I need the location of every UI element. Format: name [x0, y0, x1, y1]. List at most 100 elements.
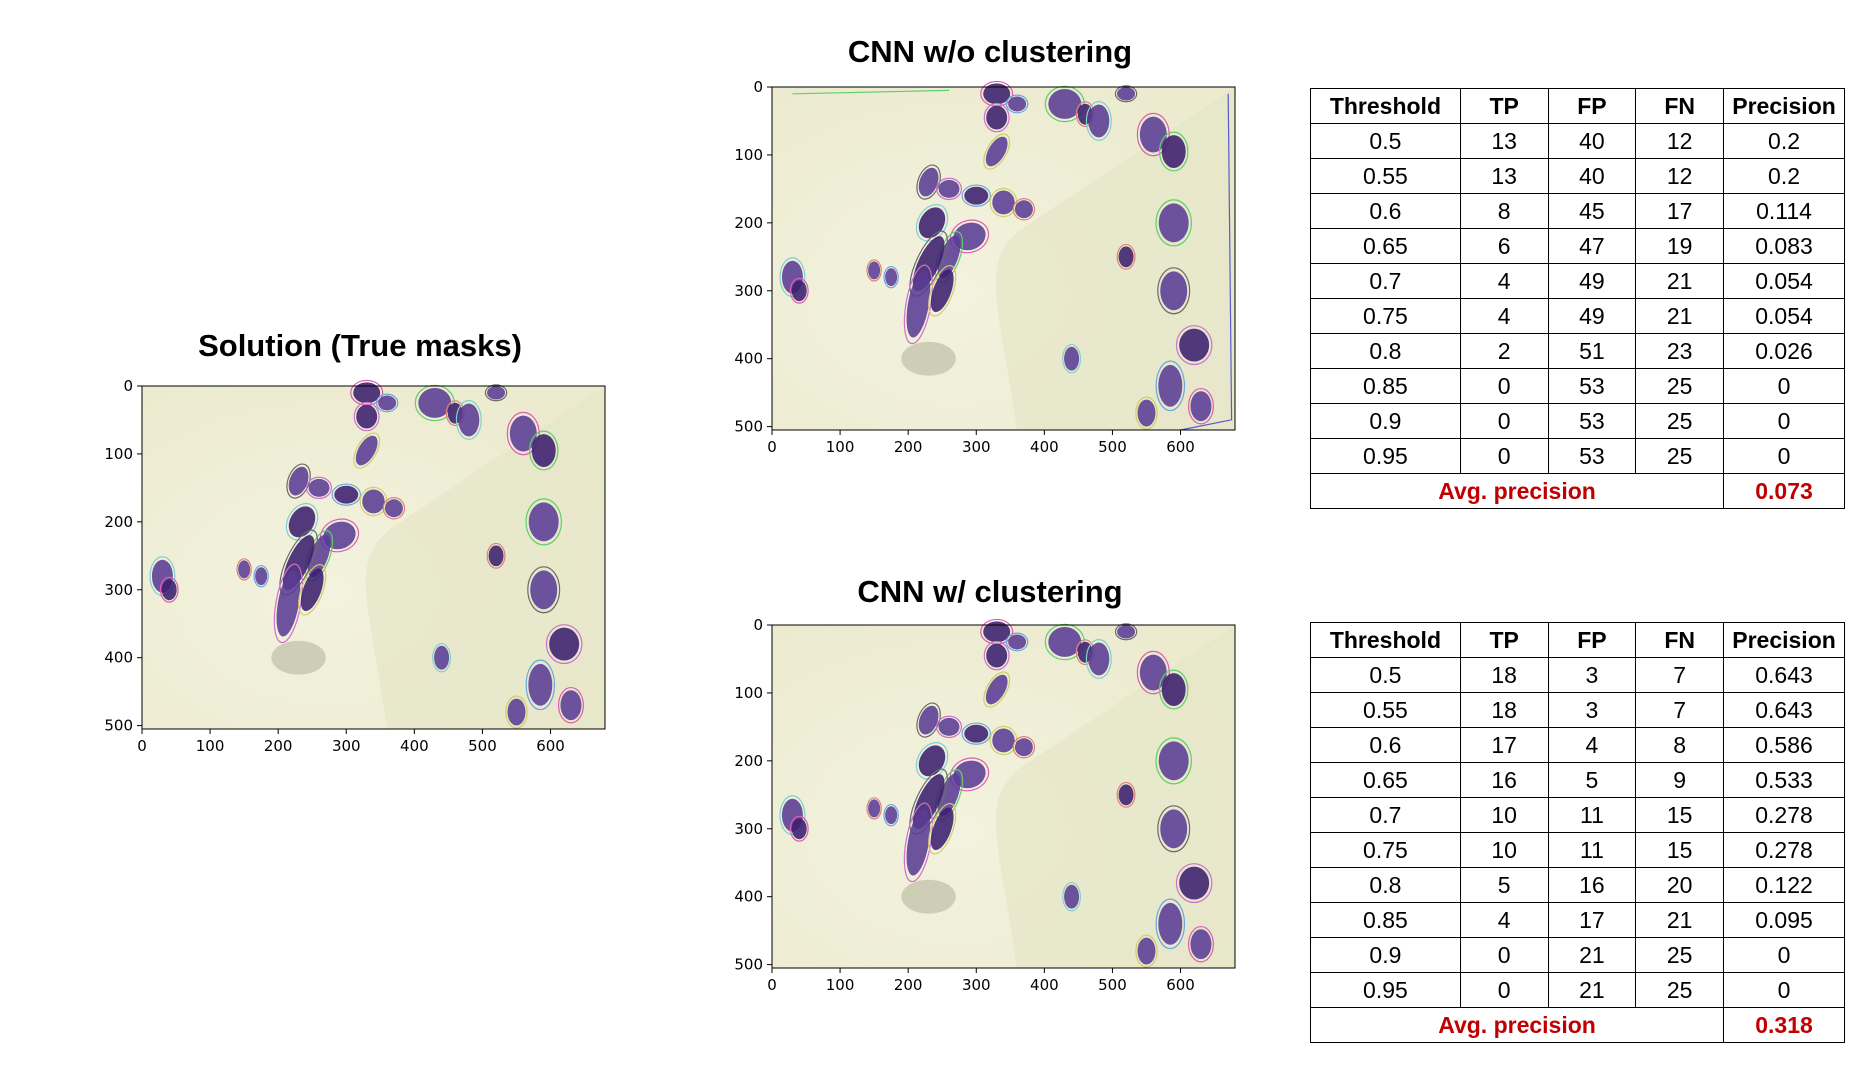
- axes-frame: [141, 385, 606, 730]
- nucleus: [1158, 364, 1183, 407]
- table-row: 0.8 5 16 20 0.122: [1310, 867, 1845, 903]
- table-header-cell: Precision: [1723, 622, 1845, 658]
- table-cell: 0.122: [1723, 867, 1845, 903]
- table-cell: 53: [1547, 403, 1637, 439]
- mask-outline: [331, 483, 362, 506]
- nucleus: [1190, 929, 1212, 960]
- table-cell: 47: [1547, 228, 1637, 264]
- nucleus: [418, 388, 452, 418]
- mask-outline: [1062, 343, 1082, 374]
- table-header-cell: FP: [1547, 622, 1637, 658]
- axes-frame: [771, 86, 1236, 431]
- nucleus: [1118, 784, 1134, 806]
- table-cell: 0: [1459, 972, 1549, 1008]
- mask-outline: [1155, 360, 1186, 412]
- nucleus: [288, 506, 316, 538]
- nucleus: [308, 478, 330, 497]
- nucleus: [560, 690, 582, 721]
- table-cell: 15: [1635, 832, 1725, 868]
- table-cell: 49: [1547, 298, 1637, 334]
- table-header-cell: Threshold: [1310, 622, 1461, 658]
- mask-outline: [936, 715, 963, 739]
- table-cell: 0.65: [1310, 762, 1461, 798]
- table-row: 0.7 4 49 21 0.054: [1310, 263, 1845, 299]
- table-cell: 0.533: [1723, 762, 1845, 798]
- mask-outline: [1012, 736, 1036, 759]
- mask-outline: [484, 384, 508, 402]
- nucleus: [1088, 642, 1110, 676]
- table-cell: 0.85: [1310, 368, 1461, 404]
- nucleus: [1048, 627, 1082, 657]
- mask-outline: [1187, 925, 1214, 963]
- nucleus: [964, 724, 989, 743]
- table-cell: 0.054: [1723, 298, 1845, 334]
- table-cell: 40: [1547, 123, 1637, 159]
- table-cell: 17: [1547, 902, 1637, 938]
- mask-outline: [779, 257, 806, 298]
- nucleus: [938, 179, 960, 198]
- table-cell: 0.2: [1723, 123, 1845, 159]
- nucleus: [1064, 346, 1080, 371]
- nucleus: [1158, 203, 1189, 243]
- x-tick-label: 300: [332, 737, 361, 755]
- nucleus: [509, 415, 537, 452]
- mask-outline: [1116, 781, 1136, 808]
- mask-outline: [1005, 94, 1029, 114]
- nucleus: [1137, 399, 1156, 427]
- table-cell: 4: [1459, 298, 1549, 334]
- nucleus: [1161, 135, 1186, 168]
- table-cell: 0.55: [1310, 158, 1461, 194]
- microscopy-image: 0 100 200 300 400 500 600 0 100 200 300 400 500: [104, 377, 606, 755]
- table-cell: 21: [1635, 263, 1725, 299]
- panel-title-truth: Solution (True masks): [198, 328, 522, 363]
- x-tick-label: 600: [536, 737, 565, 755]
- nucleus: [1190, 391, 1212, 422]
- nucleus: [930, 807, 954, 851]
- nucleus: [530, 570, 558, 610]
- mask-outline: [1005, 632, 1029, 652]
- nucleus: [353, 382, 381, 404]
- table-cell: 5: [1547, 762, 1637, 798]
- mask-outline: [159, 576, 179, 603]
- table-row: 0.55 13 40 12 0.2: [1310, 158, 1845, 194]
- mask-outline: [1085, 100, 1112, 141]
- mask-outline: [432, 642, 452, 673]
- image-panel-clust: 0 100 200 300 400 500 600 0 100 200 300 400 500: [712, 616, 1236, 1013]
- y-tick-label: 0: [753, 78, 763, 96]
- nucleus: [985, 136, 1008, 167]
- nucleus: [983, 621, 1011, 643]
- mask-outline: [989, 187, 1018, 218]
- nucleus: [288, 466, 309, 496]
- table-cell: 25: [1635, 403, 1725, 439]
- nucleus: [161, 579, 177, 601]
- table-row: 0.95 0 53 25 0: [1310, 438, 1845, 474]
- nucleus: [1088, 104, 1110, 138]
- mask-outline: [1136, 650, 1170, 695]
- table-cell: 3: [1547, 657, 1637, 693]
- nucleus: [868, 261, 881, 280]
- nucleus: [1014, 200, 1033, 219]
- nucleus: [549, 627, 580, 661]
- mask-outline: [779, 795, 806, 836]
- table-cell: 0.5: [1310, 657, 1461, 693]
- table-cell: 0.65: [1310, 228, 1461, 264]
- mask-outline: [916, 164, 941, 200]
- table-row: 0.95 0 21 25 0: [1310, 972, 1845, 1008]
- table-row: 0.85 4 17 21 0.095: [1310, 902, 1845, 938]
- table-cell: 18: [1459, 692, 1549, 728]
- y-tick-label: 300: [734, 820, 763, 838]
- axes-frame: [771, 624, 1236, 969]
- nucleus: [885, 268, 898, 287]
- mask-outline: [557, 686, 584, 724]
- mask-outline: [915, 741, 949, 780]
- mask-outline: [1085, 638, 1112, 679]
- table-cell: 6: [1459, 228, 1549, 264]
- table-row: 0.7 10 11 15 0.278: [1310, 797, 1845, 833]
- table-cell: 8: [1635, 727, 1725, 763]
- nucleus: [487, 386, 506, 400]
- nucleus: [362, 489, 385, 514]
- table-cell: 0.75: [1310, 832, 1461, 868]
- y-tick-label: 300: [734, 282, 763, 300]
- avg-precision-value: 0.318: [1723, 1007, 1845, 1043]
- table-cell: 0: [1723, 972, 1845, 1008]
